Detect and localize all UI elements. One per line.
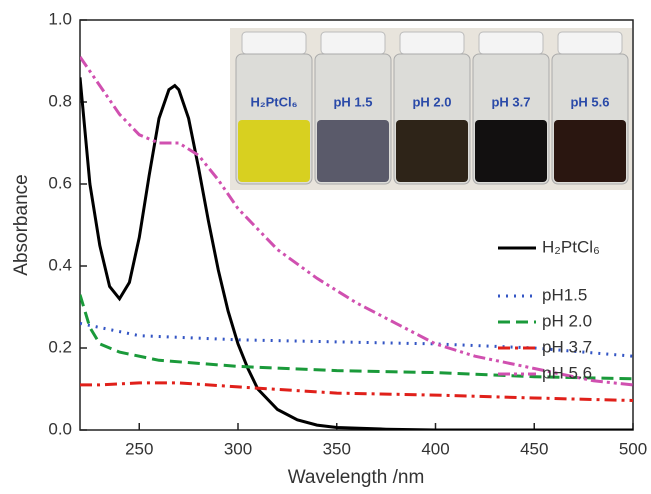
vial-liquid (317, 120, 389, 182)
vial-cap (479, 32, 543, 54)
inset-label: H₂PtCl₆ (250, 94, 297, 109)
inset-photo: H₂PtCl₆ pH 1.5 pH 2.0 pH 3.7 pH 5.6 (230, 28, 632, 190)
x-tick-label: 300 (224, 439, 252, 458)
legend-label: H₂PtCl₆ (542, 237, 600, 256)
y-tick-label: 0.2 (48, 337, 72, 356)
x-tick-label: 350 (323, 439, 351, 458)
y-tick-label: 0.0 (48, 419, 72, 438)
legend-label: pH 5.6 (542, 363, 592, 382)
y-tick-label: 0.8 (48, 91, 72, 110)
y-tick-label: 1.0 (48, 9, 72, 28)
x-tick-label: 450 (520, 439, 548, 458)
vial-cap (242, 32, 306, 54)
vial-liquid (238, 120, 310, 182)
x-tick-label: 400 (421, 439, 449, 458)
series-line (80, 383, 633, 401)
inset-label: pH 2.0 (412, 94, 451, 109)
y-tick-label: 0.6 (48, 173, 72, 192)
legend-label: pH 3.7 (542, 337, 592, 356)
vial-cap (400, 32, 464, 54)
y-axis-label: Absorbance (11, 174, 32, 275)
vial-cap (558, 32, 622, 54)
inset-label: pH 3.7 (491, 94, 530, 109)
chart: H₂PtCl₆ pH 1.5 pH 2.0 pH 3.7 pH 5.6 Waveleng… (0, 0, 651, 489)
vial-cap (321, 32, 385, 54)
legend-label: pH 2.0 (542, 311, 592, 330)
vial-liquid (475, 120, 547, 182)
vial-liquid (396, 120, 468, 182)
vial-liquid (554, 120, 626, 182)
x-axis-label: Wavelength /nm (288, 467, 425, 488)
legend-label: pH1.5 (542, 285, 587, 304)
inset-label: pH 5.6 (570, 94, 609, 109)
y-tick-label: 0.4 (48, 255, 72, 274)
inset-label: pH 1.5 (333, 94, 372, 109)
x-tick-label: 500 (619, 439, 647, 458)
x-tick-label: 250 (125, 439, 153, 458)
